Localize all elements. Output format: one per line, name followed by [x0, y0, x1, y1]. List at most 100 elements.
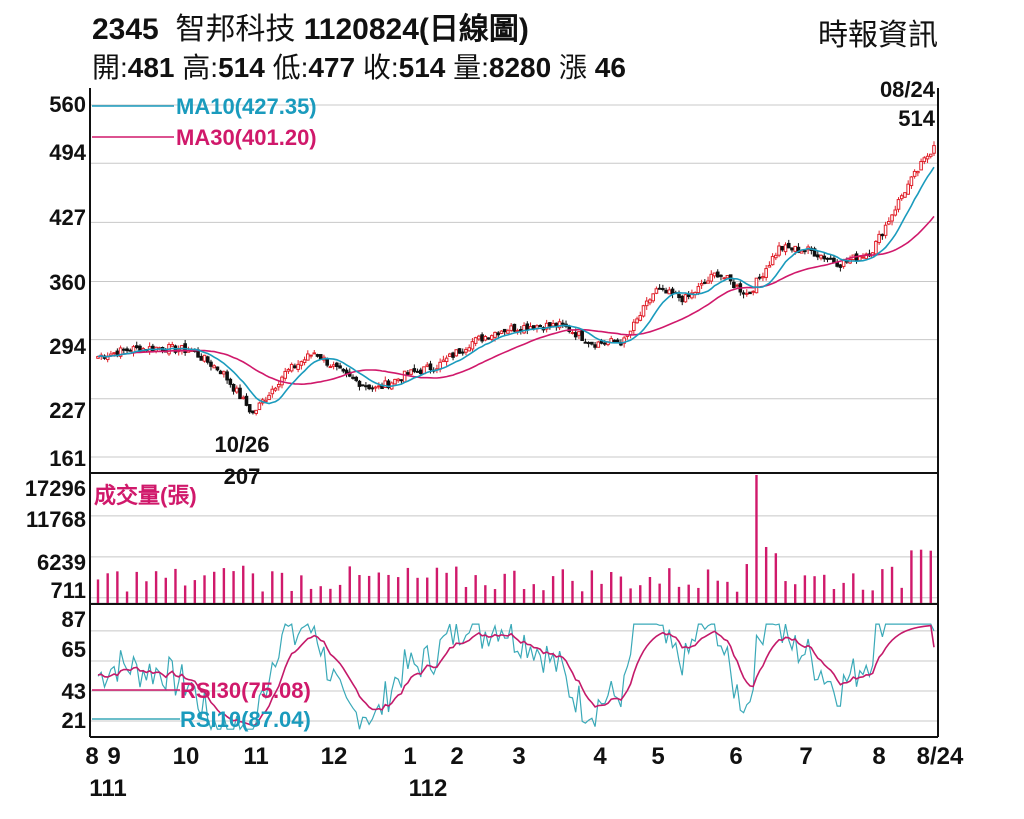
volume-bar — [154, 571, 158, 603]
volume-bar — [745, 564, 748, 603]
candle-body — [493, 331, 497, 338]
x-month-4: 4 — [593, 743, 607, 770]
candle-body — [512, 323, 517, 332]
rsi30-legend: RSI30(75.08) — [180, 678, 311, 703]
volume-bar — [677, 586, 681, 603]
last-price-annotation: 514 — [898, 106, 935, 131]
candle-body — [677, 294, 681, 299]
price-tick-360: 360 — [49, 270, 86, 295]
volume-bar — [794, 584, 797, 603]
volume-bar — [852, 573, 855, 603]
candle-body — [496, 332, 501, 336]
x-month-8: 8 — [85, 743, 98, 770]
candle-body — [883, 224, 888, 236]
rsi-tick-65: 65 — [62, 637, 86, 662]
candle-body — [906, 183, 910, 195]
candle-body — [548, 322, 552, 327]
candle-body — [767, 265, 772, 268]
candle-body — [283, 370, 288, 379]
candle-body — [441, 359, 446, 363]
volume-tick-11768: 11768 — [26, 507, 86, 532]
candle-body — [225, 371, 229, 381]
volume-bar — [125, 591, 129, 603]
candle-body — [683, 294, 688, 303]
rsi-tick-21: 21 — [62, 708, 86, 733]
candle-body — [354, 376, 359, 381]
candle-body — [580, 329, 584, 341]
volume-bar — [542, 590, 545, 603]
candle-body — [887, 221, 891, 225]
volume-bar — [300, 575, 303, 603]
volume-bar — [406, 567, 410, 603]
candle-body — [544, 322, 549, 330]
volume-bar — [513, 570, 516, 603]
candle-body — [803, 250, 807, 253]
candle-body — [296, 363, 300, 370]
candle-body — [793, 245, 798, 252]
candle-body — [912, 170, 917, 177]
volume-bar — [900, 587, 903, 603]
ma30-line — [97, 215, 935, 386]
stock-code: 2345 — [92, 13, 159, 46]
x-month-9: 9 — [107, 743, 120, 770]
candle-body — [502, 328, 507, 333]
indicator-lines — [97, 166, 935, 732]
candle-body — [202, 354, 207, 362]
volume-bar — [106, 573, 109, 603]
candle-body — [641, 305, 646, 317]
candle-body — [925, 155, 930, 160]
candle-body — [893, 209, 898, 216]
volume-bar — [426, 577, 429, 603]
volume-bar — [716, 580, 719, 603]
candle-body — [774, 254, 778, 259]
candle-body — [525, 323, 530, 331]
candle-body — [509, 325, 513, 331]
candle-body — [212, 365, 217, 369]
volume-label: 量: — [453, 52, 489, 83]
candle-body — [593, 344, 597, 348]
candle-body — [835, 262, 839, 267]
candle-body — [451, 352, 455, 358]
candle-body — [444, 357, 449, 363]
candle-body — [764, 268, 768, 278]
volume-bar — [803, 575, 807, 603]
candle-body — [251, 410, 255, 414]
volume-panel-title: 成交量(張) — [94, 483, 197, 508]
volume-bar — [493, 589, 497, 603]
volume-bar — [290, 590, 293, 603]
x-month-12: 12 — [321, 743, 348, 770]
candle-body — [706, 280, 710, 284]
candle-body — [932, 145, 936, 154]
volume-bar — [251, 573, 255, 603]
candle-body — [861, 256, 865, 259]
candle-body — [286, 368, 291, 372]
candle-body — [128, 349, 133, 352]
candle-body — [499, 330, 504, 334]
volume-bar — [174, 568, 177, 603]
price-tick-427: 427 — [49, 205, 86, 230]
candle-body — [457, 348, 462, 354]
candle-body — [577, 331, 581, 336]
candle-body — [790, 247, 794, 251]
candle-body — [741, 292, 746, 295]
close-label: 收: — [362, 52, 399, 83]
candle-body — [112, 352, 116, 355]
candle-body — [309, 354, 313, 357]
volume-bar — [396, 577, 400, 603]
x-month-7: 7 — [799, 743, 812, 770]
x-month-1: 1 — [403, 743, 416, 770]
chart-date: 1120824(日線圖) — [303, 13, 529, 46]
open-label: 開: — [92, 52, 128, 83]
candle-body — [783, 244, 788, 253]
candle-body — [909, 176, 914, 187]
volume-bar — [629, 588, 632, 603]
candle-body — [357, 380, 362, 387]
candle-body — [406, 372, 410, 375]
volume-bar — [358, 575, 361, 603]
candle-body — [351, 376, 355, 379]
candle-body — [522, 325, 526, 334]
candle-body — [890, 214, 894, 222]
x-month-8b: 8 — [872, 743, 885, 770]
candle-body — [254, 409, 258, 414]
candle-body — [473, 337, 478, 344]
